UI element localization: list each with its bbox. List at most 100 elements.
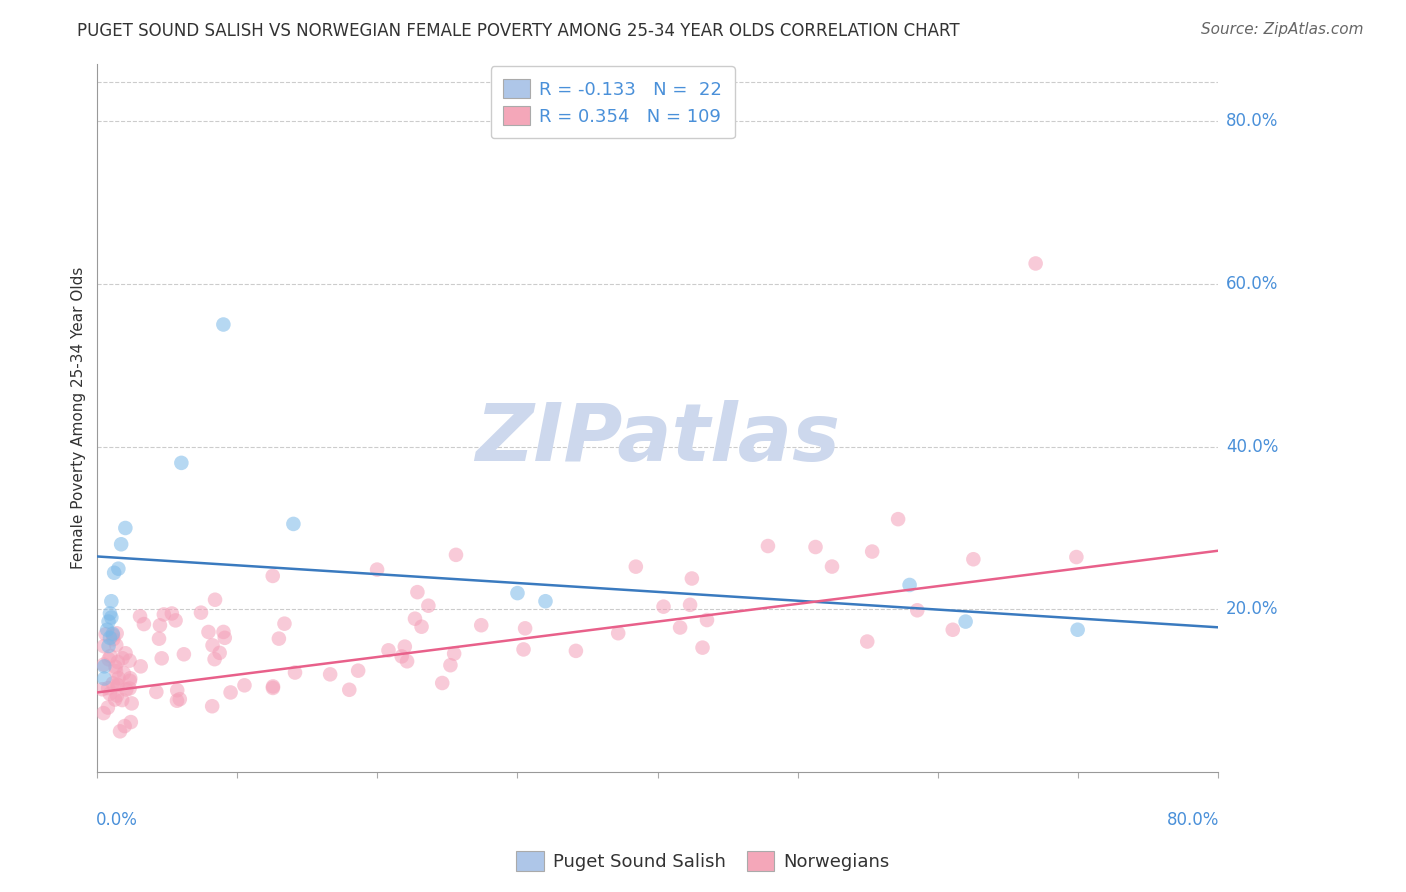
Point <box>97 700 120 714</box>
Text: 60.0%: 60.0% <box>1226 275 1278 293</box>
Point <box>120 715 142 730</box>
Point <box>91 682 114 697</box>
Point <box>942 623 965 637</box>
Point <box>418 599 440 613</box>
Point <box>114 521 136 535</box>
Point <box>696 613 718 627</box>
Point <box>114 646 136 660</box>
Point <box>93 659 115 673</box>
Y-axis label: Female Poverty Among 25-34 Year Olds: Female Poverty Among 25-34 Year Olds <box>72 267 86 569</box>
Point <box>110 537 132 551</box>
Point <box>100 610 122 624</box>
Point <box>652 599 675 614</box>
Point <box>148 632 170 646</box>
Point <box>534 594 557 608</box>
Text: 40.0%: 40.0% <box>1226 438 1278 456</box>
Point <box>860 544 883 558</box>
Point <box>337 682 360 697</box>
Point <box>98 687 121 701</box>
Point <box>150 651 173 665</box>
Point <box>118 673 141 688</box>
Point <box>898 578 921 592</box>
Point <box>166 694 188 708</box>
Point <box>98 631 121 645</box>
Point <box>93 672 115 686</box>
Point <box>212 624 235 639</box>
Point <box>190 606 212 620</box>
Text: 20.0%: 20.0% <box>1226 600 1278 618</box>
Point <box>887 512 910 526</box>
Point <box>204 652 226 666</box>
Point <box>204 592 226 607</box>
Point <box>262 681 284 695</box>
Point <box>681 572 703 586</box>
Point <box>107 671 129 685</box>
Point <box>97 615 120 629</box>
Point <box>160 607 183 621</box>
Text: Source: ZipAtlas.com: Source: ZipAtlas.com <box>1201 22 1364 37</box>
Point <box>201 699 224 714</box>
Point <box>513 621 536 635</box>
Point <box>347 664 370 678</box>
Point <box>512 642 534 657</box>
Point <box>962 552 984 566</box>
Point <box>624 559 647 574</box>
Point <box>565 644 588 658</box>
Point <box>470 618 492 632</box>
Point <box>284 665 307 680</box>
Point <box>132 617 155 632</box>
Point <box>145 685 167 699</box>
Point <box>432 676 454 690</box>
Point <box>165 614 187 628</box>
Point <box>111 693 134 707</box>
Point <box>262 680 284 694</box>
Point <box>201 638 224 652</box>
Point <box>114 719 136 733</box>
Point <box>101 627 124 641</box>
Point <box>856 634 879 648</box>
Point <box>396 654 419 668</box>
Point <box>607 626 630 640</box>
Point <box>214 631 236 645</box>
Text: 80.0%: 80.0% <box>1167 811 1219 829</box>
Legend: Puget Sound Salish, Norwegians: Puget Sound Salish, Norwegians <box>509 844 897 879</box>
Point <box>103 566 125 580</box>
Point <box>166 683 188 698</box>
Point <box>94 627 117 641</box>
Point <box>96 623 118 637</box>
Point <box>804 540 827 554</box>
Point <box>97 652 120 666</box>
Point <box>107 678 129 692</box>
Point <box>108 724 131 739</box>
Point <box>391 649 413 664</box>
Point <box>319 667 342 681</box>
Point <box>262 569 284 583</box>
Point <box>105 689 128 703</box>
Point <box>120 671 142 685</box>
Point <box>104 692 127 706</box>
Point <box>377 643 399 657</box>
Point <box>118 654 141 668</box>
Point <box>273 616 295 631</box>
Point <box>439 658 461 673</box>
Point <box>173 647 195 661</box>
Point <box>169 692 191 706</box>
Point <box>208 646 231 660</box>
Point <box>105 678 128 692</box>
Point <box>821 559 844 574</box>
Point <box>905 603 928 617</box>
Point <box>444 548 467 562</box>
Point <box>366 563 388 577</box>
Point <box>118 681 141 696</box>
Point <box>170 456 193 470</box>
Point <box>93 706 115 720</box>
Point <box>756 539 779 553</box>
Point <box>93 639 115 653</box>
Point <box>104 660 127 674</box>
Text: 80.0%: 80.0% <box>1226 112 1278 130</box>
Point <box>679 598 702 612</box>
Point <box>506 586 529 600</box>
Point <box>283 516 305 531</box>
Point <box>107 655 129 669</box>
Point <box>101 676 124 690</box>
